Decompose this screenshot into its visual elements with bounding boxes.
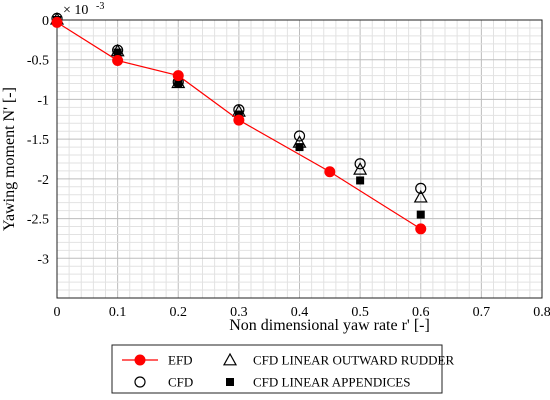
x-tick-label: 0: [54, 305, 61, 320]
data-point: [293, 130, 306, 142]
data-point: [413, 189, 428, 203]
data-point: [113, 48, 122, 57]
legend-entry: EFD: [122, 353, 193, 368]
legend-label: CFD: [168, 375, 193, 390]
series-layer: [49, 11, 428, 235]
x-tick-label: 0.6: [412, 305, 430, 320]
x-tick-label: 0.3: [230, 305, 248, 320]
x-tick-label: 0.1: [109, 305, 127, 320]
data-point: [292, 135, 307, 148]
data-point: [416, 210, 425, 219]
legend-marker: [226, 378, 234, 386]
axes-box: [56, 19, 543, 299]
data-point: [354, 158, 366, 170]
data-point: [172, 70, 184, 82]
data-point: [233, 114, 245, 126]
legend-box: [111, 344, 443, 394]
y-tick-label: -2.5: [27, 213, 49, 228]
data-point: [112, 55, 124, 67]
y-tick-label: -0.5: [27, 54, 49, 69]
data-point: [356, 176, 365, 185]
x-tick-label: 0.8: [533, 305, 550, 320]
legend-entry: CFD: [134, 375, 193, 390]
grid: [56, 19, 543, 299]
x-tick-label: 0.4: [291, 305, 309, 320]
y-tick-label: -3: [37, 252, 49, 267]
y-tick-label: -2: [37, 173, 49, 188]
y-axis-multiplier: × 10: [63, 3, 88, 18]
legend: EFD CFD CFD LINEAR OUTWARD RUDDER CFD LINEA…: [111, 344, 454, 394]
series-efd: [51, 16, 427, 235]
y-tick-label: -1: [37, 93, 49, 108]
x-axis-label: Non dimensional yaw rate r' [-]: [229, 317, 430, 334]
y-axis-label: Yawing moment N' [-]: [1, 87, 18, 231]
data-point: [353, 162, 368, 175]
x-tick-label: 0.7: [473, 305, 491, 320]
legend-marker: [134, 376, 146, 388]
legend-entry: CFD LINEAR OUTWARD RUDDER: [222, 352, 454, 368]
data-point: [174, 79, 183, 88]
x-tick-label: 0.5: [351, 305, 369, 320]
data-point: [324, 166, 336, 178]
legend-label: EFD: [168, 353, 193, 368]
data-point: [415, 223, 427, 235]
legend-marker: [134, 354, 146, 366]
y-tick-label: 0: [42, 14, 49, 29]
legend-marker: [222, 352, 238, 366]
series-line: [56, 21, 422, 230]
y-tick-label: -1.5: [27, 133, 49, 148]
legend-label: CFD LINEAR OUTWARD RUDDER: [253, 353, 454, 368]
legend-label: CFD LINEAR APPENDICES: [253, 375, 410, 390]
axis-ticks: 0 0.1 0.2 0.3 0.4 0.5 0.6 0.7 0.8 0 -0.5 -1 -1.5 -2 -2…: [27, 14, 550, 320]
data-point: [51, 16, 63, 28]
data-point: [415, 182, 427, 194]
y-axis-exponent: -3: [96, 1, 104, 12]
x-tick-label: 0.2: [170, 305, 188, 320]
legend-entry: CFD LINEAR APPENDICES: [226, 375, 410, 390]
